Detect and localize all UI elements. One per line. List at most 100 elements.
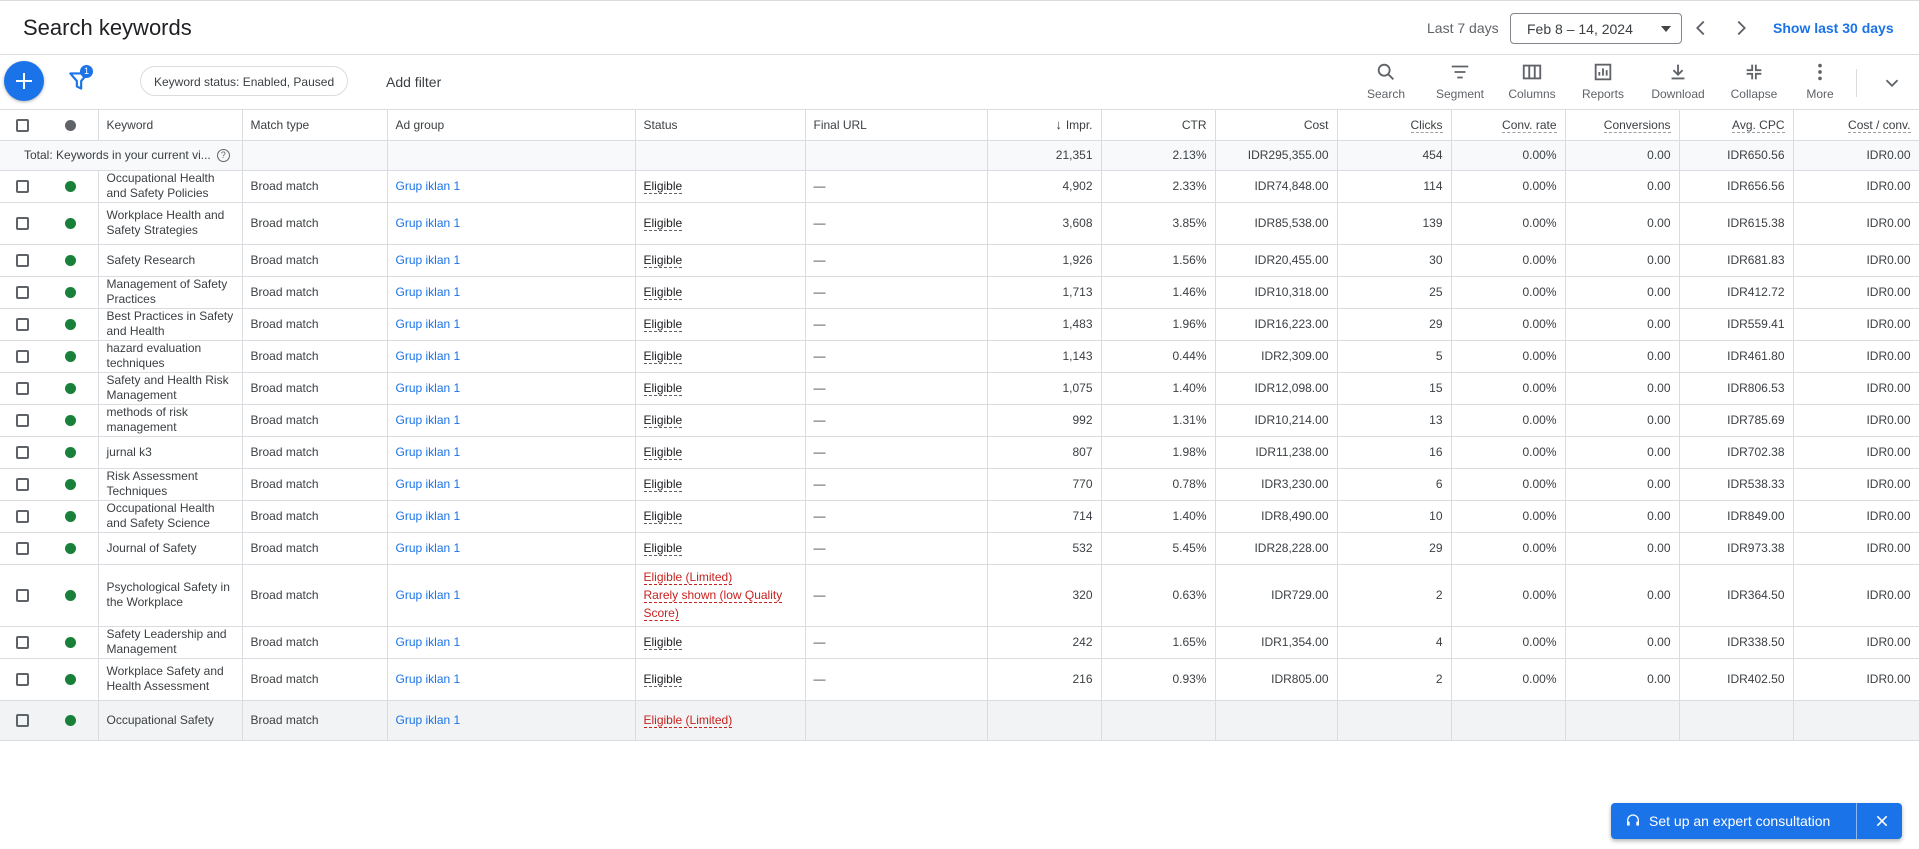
- ad-group-link[interactable]: Grup iklan 1: [395, 540, 461, 555]
- expand-toolbar-button[interactable]: [1881, 72, 1903, 94]
- enabled-status-dot[interactable]: [65, 510, 77, 522]
- cost-conv-cell: IDR0.00: [1793, 436, 1919, 469]
- columns-tool-button[interactable]: Columns: [1506, 61, 1558, 105]
- row-checkbox[interactable]: [15, 713, 29, 727]
- status-text[interactable]: Eligible: [643, 380, 683, 396]
- column-header-cost-conv[interactable]: Cost / conv.: [1793, 110, 1919, 141]
- row-checkbox[interactable]: [15, 381, 29, 395]
- enabled-status-dot[interactable]: [65, 350, 77, 362]
- enabled-status-dot[interactable]: [65, 636, 77, 648]
- row-checkbox[interactable]: [15, 445, 29, 459]
- status-text[interactable]: Eligible: [643, 348, 683, 364]
- ad-group-link[interactable]: Grup iklan 1: [395, 671, 461, 686]
- ad-group-link[interactable]: Grup iklan 1: [395, 284, 461, 299]
- column-header-avg-cpc[interactable]: Avg. CPC: [1679, 110, 1794, 141]
- status-text[interactable]: Eligible: [643, 476, 683, 492]
- enabled-status-dot[interactable]: [65, 542, 77, 554]
- column-header-conversions[interactable]: Conversions: [1565, 110, 1680, 141]
- row-checkbox[interactable]: [15, 216, 29, 230]
- column-header-ad-group[interactable]: Ad group: [387, 110, 636, 141]
- keyword-status-filter-chip[interactable]: Keyword status: Enabled, Paused: [140, 66, 349, 96]
- limited-status[interactable]: Eligible (Limited) Rarely shown (low Qual…: [643, 568, 797, 622]
- reports-tool-button[interactable]: Reports: [1579, 61, 1627, 105]
- column-header-keyword[interactable]: Keyword: [98, 110, 243, 141]
- enabled-status-dot[interactable]: [65, 478, 77, 490]
- status-text[interactable]: Eligible: [643, 444, 683, 460]
- status-text[interactable]: Eligible: [643, 634, 683, 650]
- status-text[interactable]: Eligible: [643, 540, 683, 556]
- ad-group-link[interactable]: Grup iklan 1: [395, 712, 461, 727]
- status-text[interactable]: Eligible: [643, 671, 683, 687]
- enabled-status-dot[interactable]: [65, 286, 77, 298]
- row-checkbox[interactable]: [15, 672, 29, 686]
- status-text[interactable]: Eligible: [643, 252, 683, 268]
- download-tool-button[interactable]: Download: [1648, 61, 1708, 105]
- enabled-status-dot[interactable]: [65, 254, 77, 266]
- previous-period-button[interactable]: [1690, 17, 1712, 39]
- enabled-status-dot[interactable]: [65, 446, 77, 458]
- enabled-status-dot[interactable]: [65, 589, 77, 601]
- column-header-match-type[interactable]: Match type: [242, 110, 388, 141]
- select-all-checkbox[interactable]: [15, 118, 29, 132]
- ad-group-link[interactable]: Grup iklan 1: [395, 252, 461, 267]
- date-range-select[interactable]: Feb 8 – 14, 2024: [1510, 13, 1682, 44]
- search-tool-button[interactable]: Search: [1366, 61, 1406, 105]
- row-checkbox[interactable]: [15, 477, 29, 491]
- ad-group-link[interactable]: Grup iklan 1: [395, 444, 461, 459]
- row-checkbox[interactable]: [15, 317, 29, 331]
- row-select-cell: [0, 500, 44, 533]
- expert-consultation-button[interactable]: Set up an expert consultation: [1649, 813, 1831, 829]
- ad-group-link[interactable]: Grup iklan 1: [395, 508, 461, 523]
- status-text[interactable]: Eligible: [643, 508, 683, 524]
- enabled-status-dot[interactable]: [65, 714, 77, 726]
- row-checkbox[interactable]: [15, 509, 29, 523]
- status-text[interactable]: Eligible: [643, 215, 683, 231]
- enabled-status-dot[interactable]: [65, 382, 77, 394]
- limited-status[interactable]: Eligible (Limited): [643, 711, 797, 729]
- enabled-status-dot[interactable]: [65, 180, 77, 192]
- final-url-cell: —: [805, 276, 988, 309]
- ad-group-link[interactable]: Grup iklan 1: [395, 348, 461, 363]
- collapse-tool-button[interactable]: Collapse: [1727, 61, 1781, 105]
- column-header-conv-rate[interactable]: Conv. rate: [1451, 110, 1566, 141]
- more-tool-button[interactable]: More: [1802, 61, 1838, 105]
- column-header-status[interactable]: Status: [635, 110, 806, 141]
- enabled-status-dot[interactable]: [65, 414, 77, 426]
- show-last-30-days-link[interactable]: Show last 30 days: [1773, 20, 1894, 36]
- column-header-ctr[interactable]: CTR: [1101, 110, 1216, 141]
- enabled-status-dot[interactable]: [65, 217, 77, 229]
- row-checkbox[interactable]: [15, 541, 29, 555]
- column-header-final-url[interactable]: Final URL: [805, 110, 988, 141]
- header-status-cell[interactable]: [44, 110, 99, 141]
- ad-group-link[interactable]: Grup iklan 1: [395, 476, 461, 491]
- ad-group-link[interactable]: Grup iklan 1: [395, 215, 461, 230]
- next-period-button[interactable]: [1730, 17, 1752, 39]
- ad-group-link[interactable]: Grup iklan 1: [395, 380, 461, 395]
- ad-group-link[interactable]: Grup iklan 1: [395, 316, 461, 331]
- row-checkbox[interactable]: [15, 635, 29, 649]
- row-checkbox[interactable]: [15, 285, 29, 299]
- enabled-status-dot[interactable]: [65, 673, 77, 685]
- ad-group-link[interactable]: Grup iklan 1: [395, 412, 461, 427]
- status-text[interactable]: Eligible: [643, 316, 683, 332]
- row-checkbox[interactable]: [15, 413, 29, 427]
- add-keyword-button[interactable]: [4, 61, 44, 101]
- ad-group-link[interactable]: Grup iklan 1: [395, 634, 461, 649]
- add-filter-button[interactable]: Add filter: [386, 74, 442, 90]
- row-checkbox[interactable]: [15, 179, 29, 193]
- help-icon[interactable]: ?: [216, 148, 230, 162]
- status-text[interactable]: Eligible: [643, 284, 683, 300]
- ad-group-link[interactable]: Grup iklan 1: [395, 587, 461, 602]
- status-text[interactable]: Eligible: [643, 412, 683, 428]
- column-header-cost[interactable]: Cost: [1215, 110, 1338, 141]
- enabled-status-dot[interactable]: [65, 318, 77, 330]
- row-checkbox[interactable]: [15, 349, 29, 363]
- column-header-clicks[interactable]: Clicks: [1337, 110, 1452, 141]
- status-text[interactable]: Eligible: [643, 178, 683, 194]
- row-checkbox[interactable]: [15, 253, 29, 267]
- segment-tool-button[interactable]: Segment: [1432, 61, 1488, 105]
- ad-group-link[interactable]: Grup iklan 1: [395, 178, 461, 193]
- row-checkbox[interactable]: [15, 588, 29, 602]
- column-header-impr[interactable]: ↓ Impr.: [987, 110, 1102, 141]
- close-icon[interactable]: [1874, 813, 1890, 829]
